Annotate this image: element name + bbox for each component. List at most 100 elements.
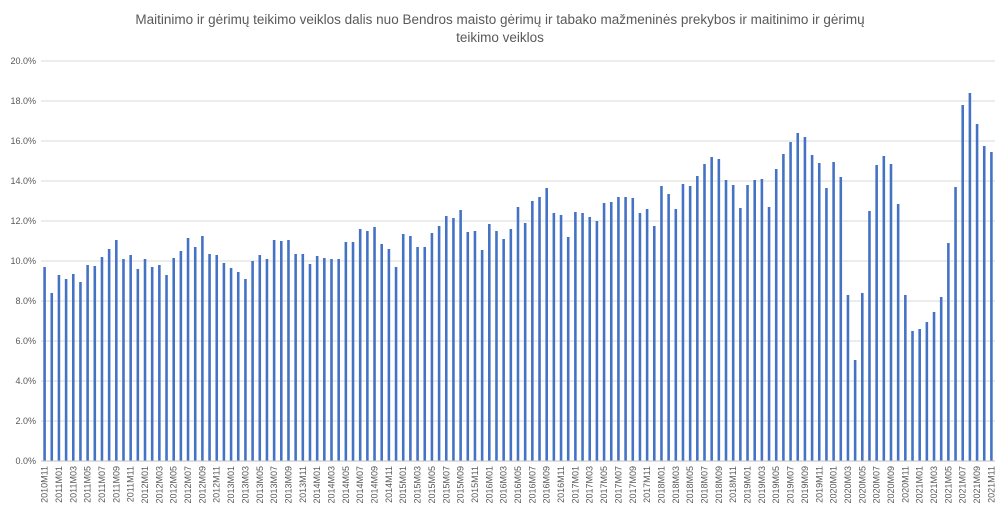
x-tick-label: 2018M03 [671, 466, 681, 504]
bar [115, 240, 118, 461]
x-tick-label: 2011M07 [97, 466, 107, 503]
bar [674, 209, 678, 461]
y-tick-label: 0.0% [15, 456, 36, 466]
x-tick-label: 2018M05 [685, 466, 695, 504]
bar [158, 265, 161, 461]
x-tick-label: 2021M09 [972, 466, 982, 504]
bar [201, 236, 204, 461]
bar [351, 242, 355, 461]
bar [208, 254, 211, 461]
bar [229, 268, 233, 461]
bar [947, 243, 950, 461]
bar [889, 164, 893, 461]
x-tick-label: 2015M05 [427, 466, 437, 504]
bar [918, 329, 921, 461]
bar [308, 264, 312, 461]
x-tick-label: 2012M05 [169, 466, 179, 504]
x-tick-label: 2017M09 [628, 466, 638, 504]
x-tick-label: 2014M01 [312, 466, 322, 504]
bar [724, 180, 728, 461]
x-tick-label: 2020M07 [872, 466, 882, 504]
x-tick-label: 2016M07 [527, 466, 537, 504]
x-tick-label: 2020M01 [829, 466, 839, 504]
bar [961, 105, 965, 461]
bar [954, 187, 957, 461]
x-tick-label: 2020M09 [886, 466, 896, 504]
bar [136, 269, 140, 461]
bar [746, 185, 749, 461]
bar [588, 217, 592, 461]
x-tick-label: 2021M01 [915, 466, 925, 504]
bar [703, 164, 706, 461]
x-tick-label: 2017M03 [585, 466, 595, 504]
bar [358, 229, 362, 461]
bar [315, 256, 319, 461]
x-tick-label: 2011M01 [54, 466, 64, 503]
bar [172, 258, 175, 461]
bar [882, 156, 886, 461]
bar [904, 295, 907, 461]
bar [64, 279, 68, 461]
y-tick-label: 20.0% [10, 56, 36, 66]
bar [825, 188, 828, 461]
bar [480, 250, 484, 461]
x-tick-label: 2019M11 [814, 466, 824, 503]
x-tick-label: 2017M07 [613, 466, 623, 504]
x-tick-label: 2011M09 [111, 466, 121, 503]
bar [516, 207, 520, 461]
x-tick-label: 2014M09 [370, 466, 380, 504]
y-tick-label: 6.0% [15, 336, 36, 346]
y-tick-label: 12.0% [10, 216, 36, 226]
bar [839, 177, 843, 461]
bar [107, 249, 111, 461]
bar [280, 241, 283, 461]
bar [509, 229, 513, 461]
x-tick-label: 2021M05 [943, 466, 953, 504]
bar [774, 169, 778, 461]
bar [488, 224, 491, 461]
bar [122, 259, 125, 461]
x-tick-label: 2019M01 [743, 466, 753, 504]
bar [466, 232, 470, 461]
bar [566, 237, 570, 461]
x-tick-label: 2014M07 [355, 466, 365, 504]
y-tick-label: 8.0% [15, 296, 36, 306]
bar [502, 239, 505, 461]
chart-title-line-2: teikimo veiklos [456, 30, 544, 45]
x-tick-label: 2019M09 [800, 466, 810, 504]
x-tick-label: 2021M11 [986, 466, 996, 503]
bar [982, 146, 986, 461]
x-tick-label: 2012M07 [183, 466, 193, 504]
bar [294, 254, 297, 461]
bar [581, 213, 584, 461]
bar [990, 152, 993, 461]
x-tick-label: 2020M11 [900, 466, 910, 503]
bar [143, 259, 147, 461]
bar [258, 255, 262, 461]
bar [760, 179, 764, 461]
x-tick-label: 2019M03 [757, 466, 767, 504]
bar [968, 93, 972, 461]
x-tick-label: 2015M11 [470, 466, 480, 503]
x-tick-label: 2012M09 [197, 466, 207, 504]
bar [452, 218, 455, 461]
bar [717, 159, 721, 461]
x-tick-label: 2018M11 [728, 466, 738, 503]
bar [301, 254, 305, 461]
x-tick-label: 2016M09 [542, 466, 552, 504]
bar [416, 247, 419, 461]
x-tick-label: 2015M03 [413, 466, 423, 504]
bar [853, 360, 857, 461]
x-tick-label: 2020M05 [857, 466, 867, 504]
bar [939, 297, 943, 461]
x-tick-label: 2013M09 [283, 466, 293, 504]
bar [409, 236, 412, 461]
bar [473, 231, 477, 461]
x-tick-label: 2014M03 [327, 466, 337, 504]
x-tick-label: 2011M03 [68, 466, 78, 503]
bar [861, 293, 864, 461]
x-tick-label: 2012M11 [212, 466, 222, 503]
bar [803, 137, 807, 461]
x-tick-label: 2017M11 [642, 466, 652, 503]
